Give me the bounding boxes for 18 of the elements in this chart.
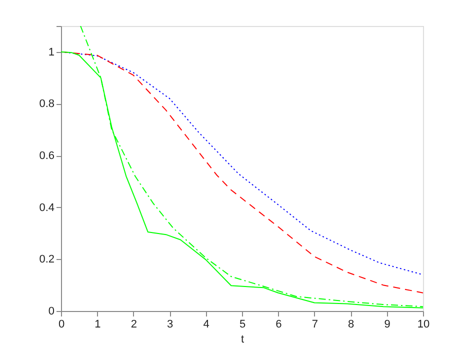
- y-tick-label: 0.8: [39, 98, 54, 110]
- x-tick-label: 0: [58, 318, 65, 330]
- x-tick-label: 1: [94, 318, 101, 330]
- x-tick-label: 5: [239, 318, 246, 330]
- x-tick-label: 9: [384, 318, 390, 330]
- x-axis-title: t: [240, 334, 244, 346]
- y-tick-label: 0.6: [39, 150, 54, 162]
- x-tick-label: 3: [167, 318, 174, 330]
- y-tick-label: 0: [48, 306, 54, 318]
- y-tick-label: 0.4: [39, 202, 54, 214]
- y-tick-label: 0.2: [39, 254, 54, 266]
- x-tick-label: 8: [348, 318, 354, 330]
- x-tick-label: 6: [276, 318, 282, 330]
- x-tick-label: 4: [203, 318, 210, 330]
- x-tick-label: 2: [130, 318, 137, 330]
- y-tick-label: 1: [48, 46, 54, 58]
- x-tick-label: 10: [417, 318, 430, 330]
- x-tick-label: 7: [312, 318, 318, 330]
